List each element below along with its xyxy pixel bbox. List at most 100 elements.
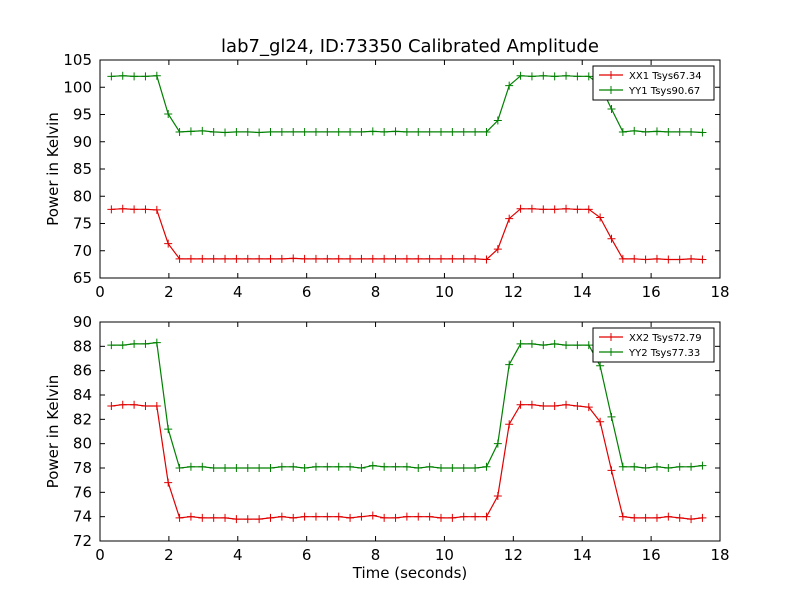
data-point-marker: [334, 462, 343, 471]
data-point-marker: [300, 254, 309, 263]
data-point-marker: [289, 127, 298, 136]
data-point-marker: [459, 254, 468, 263]
data-point-marker: [221, 128, 230, 137]
data-point-marker: [118, 400, 127, 409]
data-point-marker: [221, 254, 230, 263]
data-point-marker: [266, 127, 275, 136]
data-point-marker: [289, 513, 298, 522]
x-tick-label: 16: [642, 283, 661, 301]
data-point-marker: [311, 512, 320, 521]
data-point-marker: [448, 127, 457, 136]
data-point-marker: [277, 127, 286, 136]
y-tick-label: 90: [73, 313, 92, 331]
data-point-marker: [607, 234, 616, 243]
data-point-marker: [175, 127, 184, 136]
data-point-marker: [687, 127, 696, 136]
data-point-marker: [368, 511, 377, 520]
data-point-marker: [675, 127, 684, 136]
data-point-marker: [437, 127, 445, 136]
data-point-marker: [209, 127, 218, 136]
data-point-marker: [664, 512, 673, 521]
data-point-marker: [527, 400, 536, 409]
data-point-marker: [584, 403, 593, 412]
data-point-marker: [243, 515, 252, 524]
y-tick-label: 74: [73, 508, 92, 526]
y-tick-label: 76: [73, 483, 92, 501]
data-point-marker: [141, 401, 150, 410]
data-point-marker: [198, 462, 207, 471]
y-tick-label: 80: [73, 187, 92, 205]
y-tick-label: 88: [73, 337, 92, 355]
data-point-marker: [527, 72, 536, 81]
data-point-marker: [573, 205, 582, 214]
data-point-marker: [425, 512, 434, 521]
data-point-marker: [243, 464, 252, 472]
data-point-marker: [687, 254, 696, 263]
x-tick-label: 2: [164, 546, 174, 564]
data-point-marker: [425, 462, 434, 471]
y-tick-label: 82: [73, 410, 92, 428]
data-point-marker: [641, 464, 650, 472]
x-tick-label: 18: [710, 283, 729, 301]
data-point-marker: [562, 400, 571, 409]
data-point-marker: [118, 341, 127, 350]
data-point-marker: [550, 401, 559, 410]
y-tick-label: 75: [73, 215, 92, 233]
data-point-marker: [459, 464, 468, 472]
data-point-marker: [323, 254, 332, 263]
data-point-marker: [334, 127, 343, 136]
data-point-marker: [175, 513, 184, 522]
data-point-marker: [607, 412, 616, 421]
legend: XX2 Tsys72.79 YY2 Tsys77.33: [592, 327, 715, 363]
data-point-marker: [402, 254, 411, 263]
y-tick-label: 90: [73, 133, 92, 151]
data-point-marker: [459, 512, 468, 521]
data-point-marker: [118, 71, 127, 80]
data-point-marker: [186, 254, 195, 263]
data-point-marker: [505, 420, 514, 429]
data-point-marker: [471, 464, 480, 472]
data-point-marker: [482, 255, 491, 264]
data-point-marker: [664, 127, 673, 136]
data-point-marker: [186, 512, 195, 521]
data-point-marker: [448, 513, 457, 522]
data-point-marker: [437, 254, 445, 263]
data-point-marker: [618, 127, 627, 136]
data-point-marker: [539, 205, 548, 214]
data-point-marker: [209, 513, 218, 522]
data-point-marker: [107, 72, 116, 81]
chart-panel-2: 0 2 4 6 8 10 12 14 16 18 72 74 76 78 80 82 84 86 88 90 Power…: [44, 313, 730, 582]
data-point-marker: [687, 515, 696, 524]
data-point-marker: [652, 127, 661, 136]
data-point-marker: [550, 205, 559, 214]
data-point-marker: [527, 204, 536, 213]
legend-label: XX2 Tsys72.79: [629, 333, 702, 344]
data-point-marker: [323, 512, 332, 521]
data-point-marker: [425, 127, 434, 136]
data-point-marker: [289, 254, 298, 263]
x-tick-label: 4: [233, 546, 243, 564]
x-axis-label: Time (seconds): [352, 564, 468, 582]
data-point-marker: [152, 338, 161, 347]
x-tick-label: 8: [371, 546, 381, 564]
legend-marker: [607, 333, 615, 341]
data-point-marker: [198, 254, 207, 263]
y-tick-label: 105: [63, 51, 92, 69]
data-point-marker: [221, 464, 230, 472]
data-point-marker: [346, 462, 355, 471]
data-point-marker: [152, 205, 161, 214]
data-point-marker: [630, 513, 639, 522]
data-point-marker: [596, 213, 605, 222]
data-point-marker: [652, 462, 661, 471]
data-point-marker: [255, 128, 264, 137]
data-point-marker: [311, 127, 320, 136]
data-point-marker: [130, 339, 139, 348]
data-point-marker: [573, 341, 582, 350]
data-point-marker: [311, 254, 320, 263]
data-point-marker: [152, 401, 161, 410]
data-point-marker: [675, 513, 684, 522]
data-point-marker: [459, 127, 468, 136]
data-point-marker: [346, 513, 355, 522]
y-tick-label: 86: [73, 362, 92, 380]
data-point-marker: [414, 464, 423, 472]
